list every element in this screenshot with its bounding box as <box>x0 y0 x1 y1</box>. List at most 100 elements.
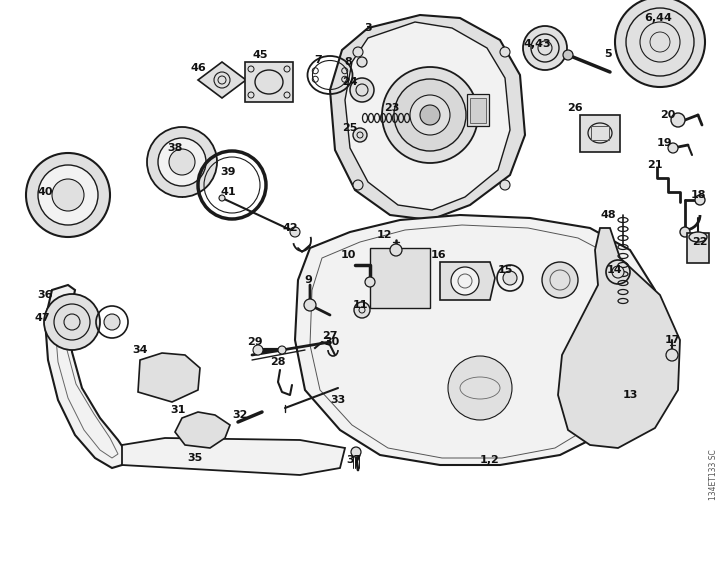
Circle shape <box>390 244 402 256</box>
Circle shape <box>350 78 374 102</box>
Text: 12: 12 <box>377 230 392 240</box>
Circle shape <box>382 67 478 163</box>
Text: 39: 39 <box>220 167 235 177</box>
Text: 31: 31 <box>171 405 186 415</box>
Ellipse shape <box>689 232 707 242</box>
Circle shape <box>278 346 286 354</box>
Circle shape <box>394 79 466 151</box>
Polygon shape <box>198 62 246 98</box>
Circle shape <box>668 143 678 153</box>
Text: 14: 14 <box>606 265 622 275</box>
Text: 18: 18 <box>690 190 706 200</box>
Text: 10: 10 <box>341 250 356 260</box>
Circle shape <box>219 195 225 201</box>
Polygon shape <box>175 412 230 448</box>
Circle shape <box>410 95 450 135</box>
Circle shape <box>666 349 678 361</box>
Text: 47: 47 <box>34 313 50 323</box>
Text: 34: 34 <box>132 345 148 355</box>
Polygon shape <box>580 115 620 152</box>
Polygon shape <box>330 15 525 220</box>
Text: 9: 9 <box>304 275 312 285</box>
Circle shape <box>218 76 226 84</box>
Circle shape <box>500 47 510 57</box>
Text: 42: 42 <box>282 223 298 233</box>
Polygon shape <box>440 262 495 300</box>
Text: 36: 36 <box>37 290 53 300</box>
Circle shape <box>365 277 375 287</box>
Circle shape <box>357 57 367 67</box>
Text: 5: 5 <box>604 49 612 59</box>
Bar <box>470 98 486 123</box>
Text: 16: 16 <box>430 250 446 260</box>
Text: 3: 3 <box>364 23 372 33</box>
Text: 17: 17 <box>665 335 680 345</box>
Circle shape <box>671 113 685 127</box>
Polygon shape <box>558 228 680 448</box>
Circle shape <box>542 262 578 298</box>
Text: 32: 32 <box>233 410 248 420</box>
Circle shape <box>169 149 195 175</box>
Circle shape <box>38 165 98 225</box>
Circle shape <box>353 128 367 142</box>
Polygon shape <box>245 62 293 102</box>
Text: 30: 30 <box>325 337 340 347</box>
Text: 48: 48 <box>600 210 616 220</box>
Text: 22: 22 <box>692 237 708 247</box>
Text: 40: 40 <box>37 187 53 197</box>
Circle shape <box>615 0 705 87</box>
Circle shape <box>52 179 84 211</box>
Circle shape <box>640 22 680 62</box>
Text: 8: 8 <box>344 57 352 67</box>
Circle shape <box>64 314 80 330</box>
Circle shape <box>351 447 361 457</box>
Text: 15: 15 <box>498 265 513 275</box>
Text: 41: 41 <box>220 187 236 197</box>
Text: 134ET133 SC: 134ET133 SC <box>709 449 719 500</box>
Circle shape <box>451 267 479 295</box>
Bar <box>467 94 489 126</box>
Text: 25: 25 <box>342 123 358 133</box>
Circle shape <box>147 127 217 197</box>
Circle shape <box>500 180 510 190</box>
Circle shape <box>612 266 624 278</box>
Circle shape <box>158 138 206 186</box>
Circle shape <box>538 41 552 55</box>
Text: 37: 37 <box>346 455 361 465</box>
Text: 45: 45 <box>252 50 268 60</box>
Text: 29: 29 <box>247 337 263 347</box>
Text: 20: 20 <box>660 110 675 120</box>
Circle shape <box>44 294 100 350</box>
Circle shape <box>523 26 567 70</box>
Text: 24: 24 <box>342 77 358 87</box>
Circle shape <box>248 66 254 72</box>
Text: 35: 35 <box>187 453 202 463</box>
Text: 1,2: 1,2 <box>480 455 500 465</box>
Bar <box>687 233 709 263</box>
Text: 4,43: 4,43 <box>523 39 551 49</box>
Circle shape <box>284 92 290 98</box>
Circle shape <box>563 50 573 60</box>
Polygon shape <box>45 285 128 468</box>
Text: 21: 21 <box>647 160 662 170</box>
Text: 7: 7 <box>314 55 322 65</box>
Text: 26: 26 <box>567 103 582 113</box>
Circle shape <box>26 153 110 237</box>
Bar <box>591 126 609 140</box>
Polygon shape <box>345 22 510 210</box>
Circle shape <box>353 47 363 57</box>
Circle shape <box>353 180 363 190</box>
Circle shape <box>253 345 263 355</box>
Text: 23: 23 <box>384 103 400 113</box>
Polygon shape <box>138 353 200 402</box>
Text: 28: 28 <box>270 357 286 367</box>
Circle shape <box>680 227 690 237</box>
Text: 13: 13 <box>622 390 638 400</box>
Polygon shape <box>122 438 345 475</box>
Circle shape <box>284 66 290 72</box>
Circle shape <box>503 271 517 285</box>
Circle shape <box>354 302 370 318</box>
Text: 6,44: 6,44 <box>644 13 672 23</box>
Circle shape <box>104 314 120 330</box>
Circle shape <box>304 299 316 311</box>
